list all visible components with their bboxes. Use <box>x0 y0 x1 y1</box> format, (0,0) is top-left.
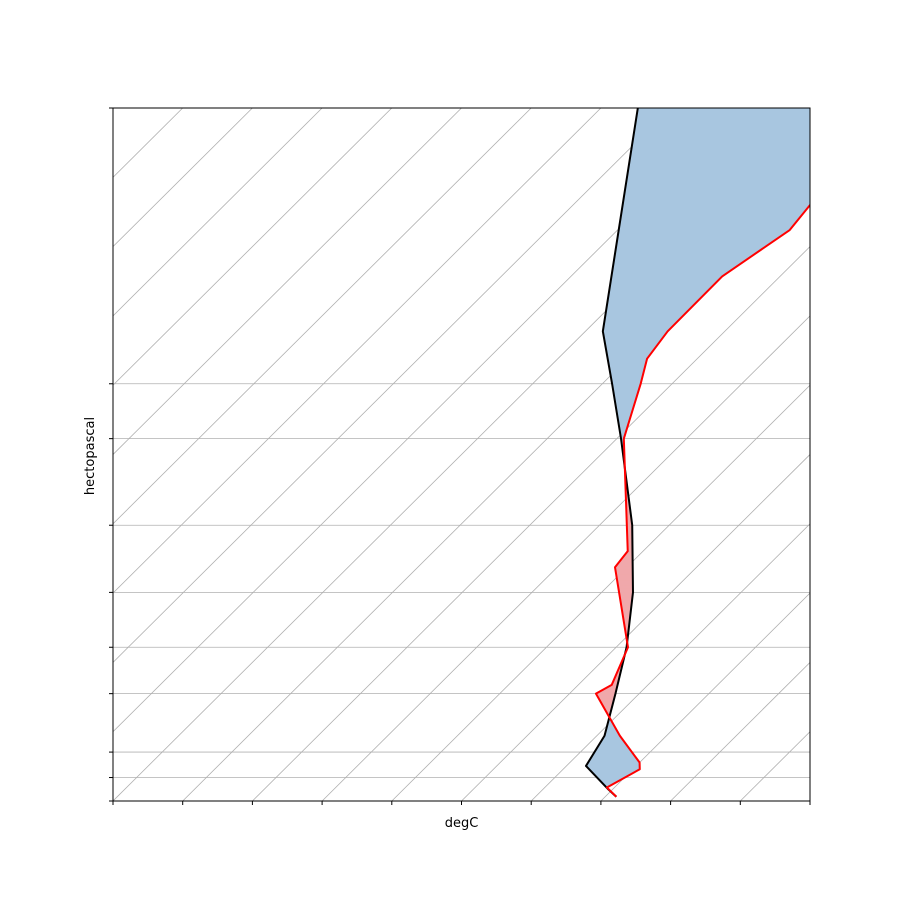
isotherm--70 <box>113 108 671 663</box>
isotherm--30 <box>252 246 810 801</box>
isotherm--110 <box>113 108 393 386</box>
shaded-areas <box>585 108 810 797</box>
isotherm--130 <box>113 108 253 248</box>
isotherm-50 <box>809 800 810 801</box>
parcel-profile-line <box>584 108 639 798</box>
isotherm-0 <box>461 453 810 801</box>
axis-ticks <box>109 107 811 805</box>
grid-layer <box>113 108 810 801</box>
x-axis-label: degC <box>445 816 479 831</box>
y-axis-label: hectopascal <box>83 417 98 495</box>
isotherm-20 <box>600 592 810 801</box>
isotherm--10 <box>391 384 810 801</box>
isotherm-30 <box>670 661 810 801</box>
temperature-line <box>594 203 810 798</box>
isotherm--120 <box>113 108 323 317</box>
isotherm--80 <box>113 108 602 594</box>
isotherm--20 <box>321 315 810 801</box>
isotherm--90 <box>113 108 532 525</box>
profile-lines <box>584 108 810 798</box>
isotherm--100 <box>113 108 462 456</box>
isotherm-10 <box>530 523 810 801</box>
